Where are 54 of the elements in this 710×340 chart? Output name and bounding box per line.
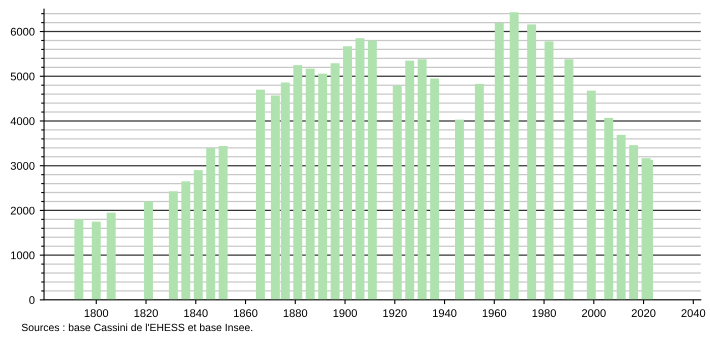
bar — [604, 118, 614, 300]
y-tick-label: 3000 — [10, 162, 35, 170]
bar — [418, 59, 427, 300]
x-tick-label: 1820 — [134, 309, 158, 318]
bar — [494, 23, 504, 300]
bar — [616, 134, 626, 300]
y-tick-label: 5000 — [10, 72, 35, 80]
bar — [92, 222, 101, 300]
x-tick-label: 1960 — [482, 309, 506, 318]
bar — [74, 219, 84, 300]
x-tick-label: 1840 — [184, 309, 208, 318]
bar — [293, 65, 302, 300]
bar — [256, 90, 265, 300]
x-tick-label: 2000 — [582, 309, 606, 318]
y-tick-label: 1000 — [11, 251, 35, 260]
bar — [194, 170, 203, 300]
x-tick-label: 1940 — [433, 309, 456, 318]
y-tick-label: 4000 — [10, 117, 35, 126]
bar — [430, 78, 440, 300]
x-tick-label: 1920 — [383, 309, 407, 318]
bar — [544, 41, 554, 300]
x-tick-label: 1880 — [284, 309, 308, 318]
y-tick-label: 2000 — [10, 206, 35, 215]
bar — [343, 46, 352, 300]
bar — [181, 181, 190, 300]
y-tick-label: 6000 — [10, 28, 35, 36]
bar — [355, 38, 364, 300]
bar — [206, 148, 216, 300]
x-tick-label: 1900 — [334, 309, 357, 318]
bar — [642, 158, 651, 300]
bar — [454, 120, 464, 300]
bar — [218, 146, 228, 300]
bar — [144, 201, 153, 300]
bar — [106, 212, 116, 300]
bar — [306, 68, 315, 300]
x-tick-label: 1980 — [532, 309, 556, 318]
x-tick-label: 2020 — [632, 309, 656, 318]
bar — [318, 74, 328, 300]
x-tick-label: 2040 — [682, 309, 706, 318]
bar — [564, 59, 574, 300]
bar — [527, 24, 536, 300]
x-tick-label: 1860 — [234, 309, 258, 318]
bar — [392, 86, 402, 300]
bar — [330, 63, 340, 300]
bar — [368, 40, 377, 300]
bar — [405, 60, 414, 300]
x-tick-label: 1800 — [84, 309, 108, 318]
bar — [510, 12, 519, 300]
y-tick-label: 0 — [29, 296, 35, 304]
bar — [168, 191, 178, 300]
bar — [586, 90, 596, 300]
bar — [629, 145, 638, 300]
source-note: Sources : base Cassini de l'EHESS et base Insee. — [22, 323, 252, 332]
bar — [474, 84, 484, 300]
